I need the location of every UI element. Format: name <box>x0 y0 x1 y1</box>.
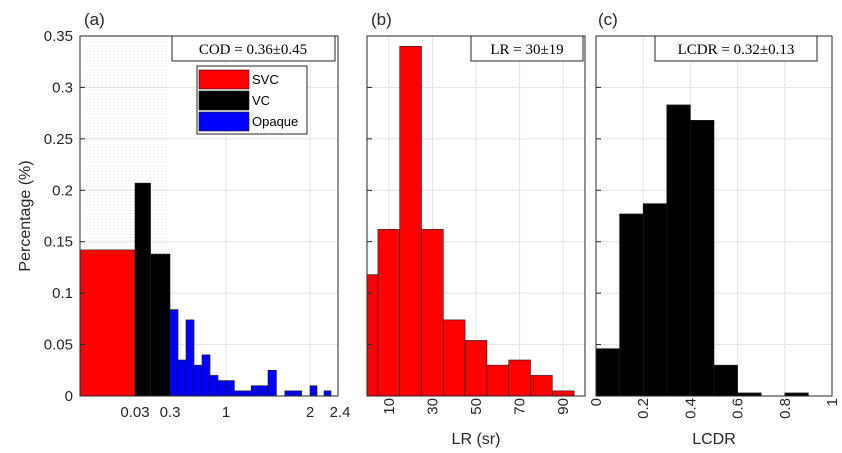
panel-b-annotation-box <box>470 35 584 62</box>
legend-label-svc: SVC <box>252 72 279 87</box>
panel-c-bar <box>642 203 668 397</box>
panel-b-x-tick-label: 70 <box>512 398 529 415</box>
panel-a-opaque-bar <box>193 364 203 397</box>
panel-a-y-tick-label: 0 <box>65 388 73 405</box>
panel-a-y-tick-label: 0.2 <box>52 182 73 199</box>
panel-c-x-tick-label: 0.6 <box>730 398 747 419</box>
legend-label-vc: VC <box>252 93 270 108</box>
panel-b-bar <box>486 364 509 397</box>
panel-c-bar <box>666 104 691 397</box>
panel-a-vc-bar <box>134 182 151 397</box>
panel-b-x-tick-label: 50 <box>468 398 485 415</box>
legend-swatch-svc <box>198 69 250 90</box>
panel-b-bar <box>530 375 553 397</box>
panel-a-opaque-bar <box>177 359 187 397</box>
panel-b-bar <box>508 359 531 397</box>
panel-a-opaque-bar <box>217 380 227 397</box>
panel-c: 0 0.2 0.4 0.6 0.8 1 LCDR (c) LCDR = 0.32±0.13 <box>588 10 841 448</box>
panel-c-bar <box>595 348 620 397</box>
panel-c-x-tick-label: 0 <box>588 398 605 406</box>
panel-b-x-tick-label: 10 <box>381 398 398 415</box>
panel-c-x-tick-label: 0.2 <box>635 398 652 419</box>
panel-a-opaque-bar <box>209 375 219 397</box>
panel-a-annotation: COD = 0.36±0.45 <box>199 42 307 58</box>
panel-b-bar <box>399 45 422 397</box>
panel-a-y-tick-label: 0.25 <box>44 131 73 148</box>
panel-b-x-axis-label: LR (sr) <box>452 431 501 448</box>
panel-a-opaque-bar <box>267 369 277 397</box>
panel-a-vc-bar <box>150 253 171 397</box>
panel-b-annotation: LR = 30±19 <box>490 42 563 58</box>
panel-b-bar <box>464 340 488 397</box>
panel-b: 10 30 50 70 90 LR (sr) (b) LR = 30±19 <box>366 10 586 448</box>
panel-a-opaque-bar <box>225 380 235 397</box>
panel-a-opaque-bar <box>201 354 211 397</box>
panel-a-opaque-bar <box>292 390 302 397</box>
panel-b-bar <box>442 319 466 397</box>
panel-a-opaque-bar <box>250 385 260 397</box>
panel-c-bar <box>713 364 738 397</box>
panel-c-bar <box>690 120 715 397</box>
panel-a-x-tick-label: 0.3 <box>160 404 181 421</box>
panel-a-opaque-bar <box>309 385 318 397</box>
panel-a-y-tick-label: 0.35 <box>44 28 73 45</box>
panel-b-x-tick-label: 90 <box>555 398 572 415</box>
panel-c-x-axis-label: LCDR <box>692 431 736 448</box>
y-axis-label: Percentage (%) <box>17 160 34 271</box>
panel-c-x-tick-label: 0.4 <box>682 398 699 419</box>
panel-c-bar <box>619 213 644 397</box>
panel-a-x-tick-label: 2 <box>306 404 314 421</box>
panel-a-opaque-bar <box>234 390 244 397</box>
panel-a-opaque-bar <box>284 390 294 397</box>
legend-swatch-vc <box>198 90 250 111</box>
panel-a-label: (a) <box>84 10 105 29</box>
panel-b-bar <box>377 229 400 397</box>
panel-a-x-tick-label: 0.03 <box>120 404 149 421</box>
panel-a: 0 0.05 0.1 0.15 0.2 0.25 0.3 0.35 0.03 0.3 1 2 2.4 Pe… <box>17 10 350 421</box>
legend-label-opaque: Opaque <box>252 114 298 129</box>
panel-b-bar <box>551 390 575 397</box>
panel-a-y-tick-label: 0.05 <box>44 337 73 354</box>
panel-a-x-tick-label: 1 <box>222 404 230 421</box>
legend-swatch-opaque <box>198 111 250 132</box>
panel-a-svc-bar <box>79 249 136 397</box>
panel-b-bar <box>421 229 444 397</box>
panel-b-label: (b) <box>371 10 392 29</box>
panel-a-opaque-bar <box>169 309 179 397</box>
panel-b-x-tick-label: 30 <box>424 398 441 415</box>
panel-a-annotation-box <box>171 35 336 62</box>
panel-a-y-tick-label: 0.3 <box>52 79 73 96</box>
panel-a-opaque-bar <box>323 390 332 397</box>
panel-a-y-tick-label: 0.1 <box>52 285 73 302</box>
panel-a-opaque-bar <box>185 319 195 397</box>
panel-c-label: (c) <box>598 10 618 29</box>
panel-c-x-tick-label: 0.8 <box>777 398 794 419</box>
panel-a-x-tick-label: 2.4 <box>330 404 351 421</box>
panel-c-x-tick-label: 1 <box>824 398 841 406</box>
panel-a-opaque-bar <box>259 385 269 397</box>
panel-a-opaque-bar <box>242 390 252 397</box>
panel-c-annotation: LCDR = 0.32±0.13 <box>678 42 795 58</box>
panel-a-y-tick-label: 0.15 <box>44 234 73 251</box>
panel-c-annotation-box <box>654 35 818 62</box>
